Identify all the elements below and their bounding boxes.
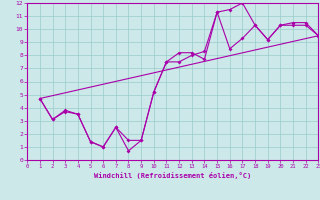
X-axis label: Windchill (Refroidissement éolien,°C): Windchill (Refroidissement éolien,°C) <box>94 172 252 179</box>
